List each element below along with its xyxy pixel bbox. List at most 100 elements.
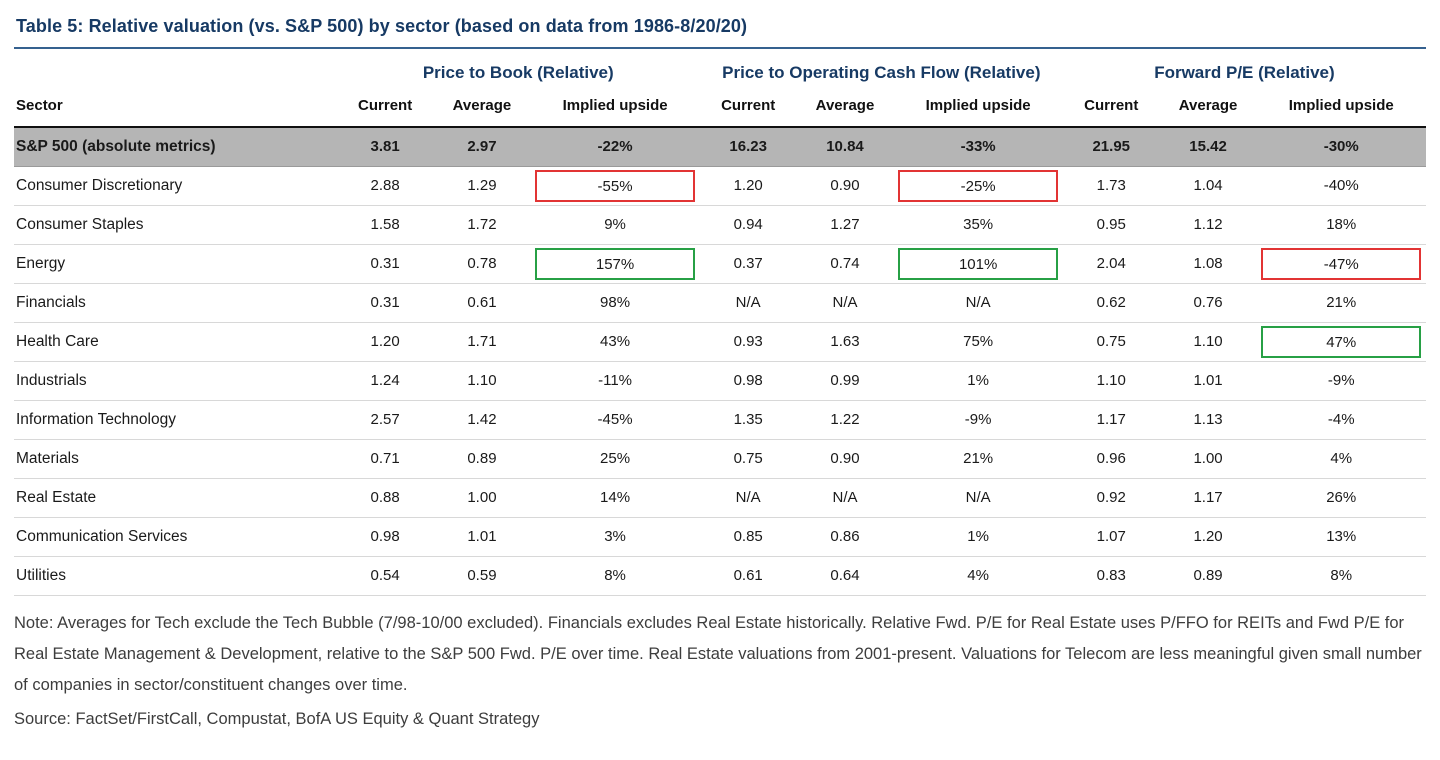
value-cell: 1.08	[1193, 255, 1223, 272]
sector-row: Consumer Staples 1.58 1.72 9% 0.94 1.27 35% 0.9…	[14, 205, 1426, 244]
value-cell: 1.73	[1096, 177, 1126, 194]
value-cell: 0.95	[1096, 216, 1126, 233]
value-cell: -33%	[960, 138, 996, 156]
sector-row: Health Care 1.20 1.71 43% 0.93 1.63 75% 0.75 1.1…	[14, 322, 1426, 361]
value-cell: 1.04	[1193, 177, 1223, 194]
value-cell: 0.61	[733, 567, 763, 584]
value-cell: 2.88	[370, 177, 400, 194]
table-title-block: Table 5: Relative valuation (vs. S&P 500…	[14, 10, 1426, 49]
value-cell: 0.75	[1096, 333, 1126, 350]
value-cell: 1.35	[733, 411, 763, 428]
value-cell: 0.93	[733, 333, 763, 350]
value-cell: 8%	[1330, 567, 1353, 584]
value-cell: 0.94	[733, 216, 763, 233]
value-cell: 8%	[604, 567, 626, 584]
value-cell: 21.95	[1092, 138, 1131, 156]
sector-name-cell: S&P 500 (absolute metrics)	[16, 137, 216, 155]
table-note: Note: Averages for Tech exclude the Tech…	[14, 613, 1422, 694]
value-cell: -9%	[1327, 372, 1355, 389]
value-cell: 1.42	[467, 411, 497, 428]
highlight-box-red: -25%	[898, 169, 1059, 202]
sector-row: Information Technology 2.57 1.42 -45% 1.35 1.…	[14, 400, 1426, 439]
value-cell: 1.58	[370, 216, 400, 233]
value-cell: 14%	[600, 489, 631, 506]
table-source: Source: FactSet/FirstCall, Compustat, Bo…	[14, 709, 540, 728]
sector-name-cell: Consumer Staples	[16, 215, 144, 233]
column-header-row: Sector Current Average Implied upside Cu…	[14, 91, 1426, 128]
value-cell: 1.20	[1193, 528, 1223, 545]
value-cell: 0.89	[1193, 567, 1223, 584]
value-cell: 0.74	[830, 255, 860, 272]
value-cell: 1.10	[1193, 333, 1223, 350]
value-cell: 0.85	[733, 528, 763, 545]
value-cell: N/A	[832, 294, 858, 311]
sector-row: Utilities 0.54 0.59 8% 0.61 0.64 4% 0.83 0.89 8%	[14, 556, 1426, 595]
column-header-implied-upside: Implied upside	[1256, 91, 1426, 128]
value-cell: 0.90	[830, 177, 860, 194]
value-cell: 0.89	[467, 450, 497, 467]
value-cell: -30%	[1323, 138, 1359, 156]
value-cell: 1.72	[467, 216, 497, 233]
column-header-average: Average	[433, 91, 531, 128]
value-cell: 1.22	[830, 411, 860, 428]
column-header-current: Current	[336, 91, 434, 128]
column-header-implied-upside: Implied upside	[530, 91, 700, 128]
sp500-absolute-row: S&P 500 (absolute metrics) 3.81 2.97 -22% 16…	[14, 127, 1426, 166]
value-cell: 1.01	[467, 528, 497, 545]
value-cell: 9%	[604, 216, 626, 233]
column-header-average: Average	[1159, 91, 1257, 128]
value-cell: N/A	[832, 489, 858, 506]
value-cell: 0.76	[1193, 294, 1223, 311]
group-header-spacer	[14, 53, 337, 91]
value-cell: -25%	[893, 166, 1062, 205]
value-cell: 157%	[530, 244, 699, 283]
sector-row: Industrials 1.24 1.10 -11% 0.98 0.99 1% 1.10 1.0…	[14, 361, 1426, 400]
value-cell: 0.54	[370, 567, 400, 584]
value-cell: 25%	[600, 450, 631, 467]
value-cell: 35%	[963, 216, 994, 233]
value-cell: 98%	[600, 294, 631, 311]
value-cell: 1.17	[1193, 489, 1223, 506]
value-cell: -9%	[964, 411, 992, 428]
value-cell: 1.71	[467, 333, 497, 350]
value-cell: 1%	[967, 528, 989, 545]
relative-valuation-table: Price to Book (Relative) Price to Operat…	[14, 53, 1426, 596]
highlight-box-green: 101%	[898, 247, 1059, 280]
column-header-implied-upside: Implied upside	[893, 91, 1063, 128]
value-cell: -4%	[1327, 411, 1355, 428]
value-cell: 0.71	[370, 450, 400, 467]
sector-row: Materials 0.71 0.89 25% 0.75 0.90 21% 0.96 1.00 4…	[14, 439, 1426, 478]
value-cell: -45%	[597, 411, 633, 428]
value-cell: 1.01	[1193, 372, 1223, 389]
value-cell: 1%	[967, 372, 989, 389]
sector-row: Energy 0.31 0.78 157% 0.37 0.74 101% 2.04 1.08 -4…	[14, 244, 1426, 283]
value-cell: 3%	[604, 528, 626, 545]
value-cell: 0.75	[733, 450, 763, 467]
value-cell: 1.17	[1096, 411, 1126, 428]
value-cell: 16.23	[729, 138, 767, 156]
value-cell: 1.29	[467, 177, 497, 194]
value-cell: 0.64	[830, 567, 860, 584]
value-cell: 1.10	[467, 372, 497, 389]
value-cell: 0.96	[1096, 450, 1126, 467]
value-cell: -40%	[1323, 177, 1359, 194]
highlight-box-green: 157%	[535, 247, 696, 280]
value-cell: 1.20	[370, 333, 400, 350]
value-cell: 3.81	[370, 138, 400, 156]
column-header-sector: Sector	[14, 91, 337, 128]
highlight-box-green: 47%	[1261, 325, 1422, 358]
group-header-row: Price to Book (Relative) Price to Operat…	[14, 53, 1426, 91]
value-cell: 1.27	[830, 216, 860, 233]
sector-name-cell: Real Estate	[16, 488, 97, 506]
value-cell: 1.07	[1096, 528, 1126, 545]
value-cell: 1.20	[733, 177, 763, 194]
value-cell: -11%	[598, 372, 633, 389]
value-cell: 101%	[893, 244, 1062, 283]
value-cell: 18%	[1326, 216, 1357, 233]
value-cell: 0.61	[467, 294, 497, 311]
value-cell: 0.78	[467, 255, 497, 272]
value-cell: N/A	[735, 489, 761, 506]
value-cell: 26%	[1326, 489, 1357, 506]
value-cell: 10.84	[826, 138, 864, 156]
